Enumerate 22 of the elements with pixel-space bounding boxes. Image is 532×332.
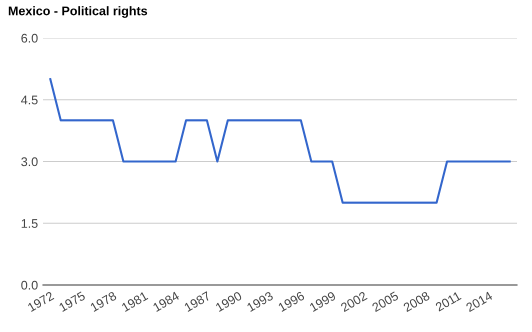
x-tick-label: 1993 — [246, 291, 274, 312]
x-tick-label: 1996 — [278, 291, 305, 312]
x-tick-label: 2008 — [402, 291, 430, 312]
x-tick-label: 1975 — [58, 291, 86, 312]
y-tick-label: 3.0 — [21, 157, 38, 166]
x-tick-label: 2005 — [371, 291, 399, 312]
line-series — [49, 78, 511, 204]
y-tick-label: 1.5 — [22, 219, 38, 228]
y-tick-label: 0.0 — [21, 280, 38, 290]
chart-title: Mexico - Political rights — [8, 6, 148, 18]
x-tick-label: 2002 — [340, 291, 368, 312]
x-tick-label: 1978 — [90, 291, 118, 312]
x-tick-label: 1981 — [121, 291, 148, 312]
x-tick-label: 1987 — [184, 291, 211, 312]
x-tick-label: 2014 — [465, 291, 494, 312]
x-tick-label: 1972 — [27, 291, 54, 312]
y-tick-label: 4.5 — [21, 96, 38, 104]
x-tick-label: 1999 — [309, 291, 336, 312]
x-tick-label: 1984 — [152, 291, 180, 312]
x-tick-label: 1990 — [215, 291, 242, 312]
x-tick-label: 2011 — [434, 291, 462, 312]
y-tick-label: 6.0 — [21, 34, 38, 43]
